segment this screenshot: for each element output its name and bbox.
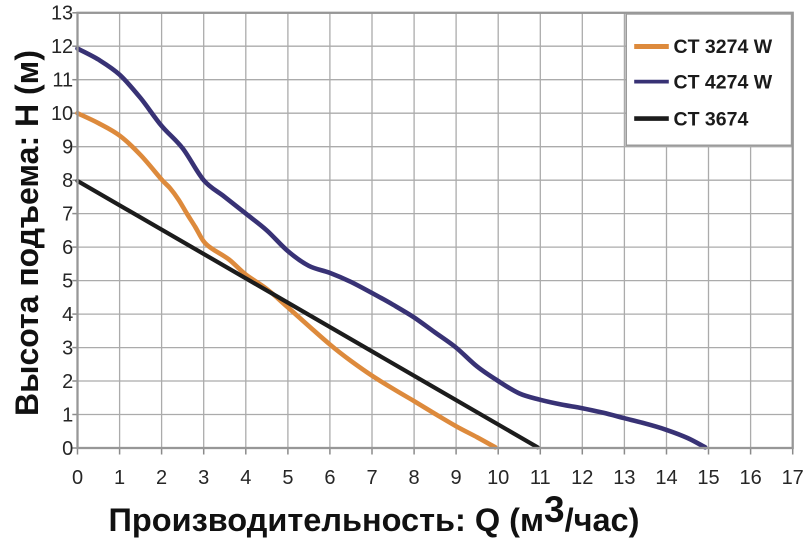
svg-text:15: 15 [697, 467, 719, 489]
svg-text:12: 12 [571, 467, 593, 489]
svg-text:2: 2 [62, 371, 73, 393]
svg-text:13: 13 [51, 3, 73, 25]
svg-text:Высота подъема: H (м): Высота подъема: H (м) [9, 50, 45, 416]
svg-text:10: 10 [51, 103, 73, 125]
svg-text:CT 4274 W: CT 4274 W [674, 71, 773, 93]
svg-text:4: 4 [240, 467, 251, 489]
svg-text:11: 11 [530, 467, 551, 489]
svg-text:1: 1 [62, 404, 73, 426]
svg-text:0: 0 [62, 438, 73, 460]
svg-text:14: 14 [655, 467, 677, 489]
svg-text:CT 3674: CT 3674 [674, 108, 749, 130]
svg-text:6: 6 [62, 237, 73, 259]
svg-text:17: 17 [782, 467, 804, 489]
svg-text:9: 9 [62, 137, 73, 159]
svg-text:10: 10 [487, 467, 509, 489]
svg-text:0: 0 [72, 467, 83, 489]
svg-text:2: 2 [156, 467, 167, 489]
svg-text:3: 3 [198, 467, 209, 489]
svg-text:1: 1 [114, 467, 125, 489]
svg-text:13: 13 [613, 467, 635, 489]
svg-text:6: 6 [324, 467, 335, 489]
svg-text:3: 3 [62, 337, 73, 359]
svg-text:9: 9 [451, 467, 462, 489]
svg-text:12: 12 [51, 36, 73, 58]
svg-text:4: 4 [62, 304, 73, 326]
svg-text:5: 5 [62, 270, 73, 292]
svg-text:7: 7 [62, 203, 73, 225]
svg-text:CT 3274 W: CT 3274 W [674, 36, 773, 58]
svg-text:7: 7 [366, 467, 377, 489]
svg-text:5: 5 [282, 467, 293, 489]
svg-text:8: 8 [409, 467, 420, 489]
svg-text:16: 16 [739, 467, 761, 489]
svg-text:8: 8 [62, 170, 73, 192]
svg-text:11: 11 [52, 70, 73, 92]
